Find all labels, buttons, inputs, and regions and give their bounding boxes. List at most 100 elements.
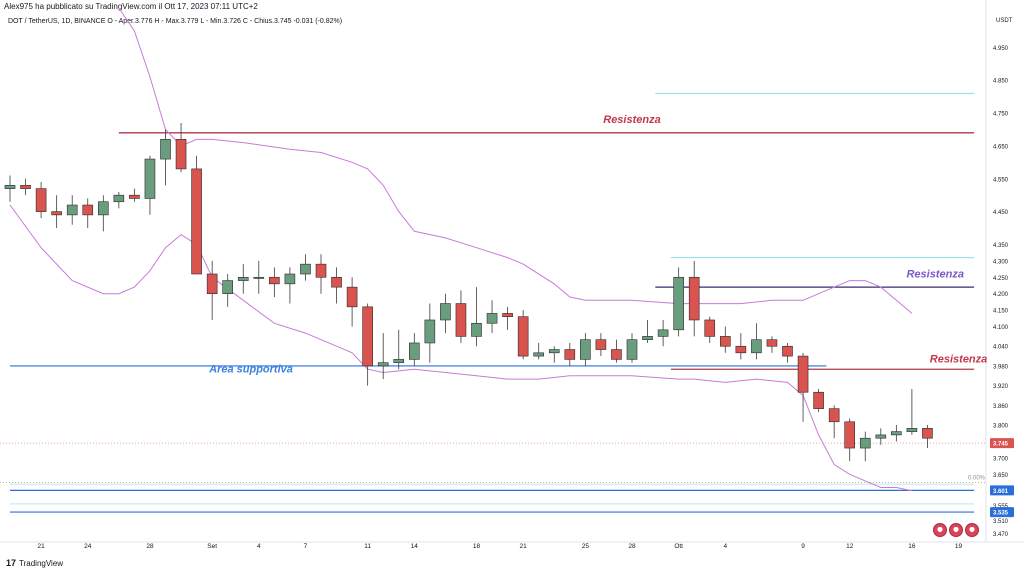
candle-up bbox=[66, 204, 78, 216]
candle-down bbox=[129, 194, 140, 199]
annotation-label: Resistenza bbox=[930, 354, 987, 366]
candle-up bbox=[626, 339, 638, 360]
price-tag bbox=[990, 485, 1014, 496]
candle-up bbox=[657, 329, 669, 337]
candle-up bbox=[377, 362, 389, 367]
y-tick-label: 4.040 bbox=[993, 345, 1009, 351]
candle-up bbox=[875, 434, 887, 439]
candle-down bbox=[362, 306, 373, 367]
candle-up bbox=[906, 428, 918, 432]
price-tag-label: 3.535 bbox=[993, 511, 1009, 517]
candle-down bbox=[688, 276, 700, 321]
candle-down bbox=[191, 168, 202, 275]
x-tick-label: 21 bbox=[37, 543, 45, 550]
candle-up bbox=[408, 342, 420, 360]
tradingview-logo-icon: 17 bbox=[6, 558, 17, 568]
price-tag-label: 3.745 bbox=[993, 442, 1009, 448]
tradingview-logo[interactable]: 17 TradingView bbox=[6, 558, 63, 568]
y-tick-label: 3.800 bbox=[993, 424, 1009, 430]
annotation-label: Resistenza bbox=[603, 114, 660, 126]
candle-up bbox=[673, 276, 684, 331]
candle-down bbox=[35, 188, 47, 212]
x-tick-label: 11 bbox=[364, 543, 371, 550]
candle-up bbox=[424, 319, 436, 344]
x-tick-label: 28 bbox=[146, 543, 154, 550]
brand-name: TradingView bbox=[19, 558, 64, 568]
candle-down bbox=[595, 339, 607, 350]
x-tick-label: 16 bbox=[908, 543, 916, 550]
candle-up bbox=[222, 280, 233, 295]
candle-down bbox=[564, 349, 576, 360]
x-tick-label: 25 bbox=[582, 543, 590, 550]
candle-up bbox=[300, 263, 311, 275]
candle-down bbox=[813, 391, 824, 409]
y-tick-label: 4.850 bbox=[993, 79, 1009, 85]
fib-zero-label: 0.00% bbox=[968, 476, 986, 482]
x-tick-label: 9 bbox=[801, 543, 805, 550]
y-tick-label: 3.920 bbox=[993, 384, 1009, 390]
candle-up bbox=[891, 431, 902, 436]
us-flag-icon[interactable] bbox=[965, 523, 979, 537]
candle-up bbox=[144, 158, 156, 199]
candle-down bbox=[844, 421, 856, 449]
y-tick-label: 3.510 bbox=[993, 519, 1009, 525]
price-tag-label: 3.601 bbox=[993, 489, 1009, 495]
candle-down bbox=[704, 319, 716, 337]
candle-up bbox=[160, 139, 171, 160]
candle-up bbox=[486, 313, 498, 324]
x-tick-label: 19 bbox=[955, 543, 963, 550]
price-chart[interactable]: 4.950 4.850 4.750 4.650 4.550 4.450 4.350 4.300… bbox=[0, 0, 1024, 555]
candle-down bbox=[331, 276, 342, 288]
candle-up bbox=[237, 276, 249, 281]
us-flag-icon[interactable] bbox=[933, 523, 947, 537]
candle-up bbox=[580, 339, 591, 360]
price-tag bbox=[990, 507, 1014, 518]
x-tick-label: 4 bbox=[723, 543, 727, 550]
x-tick-label: 12 bbox=[846, 543, 854, 550]
y-tick-label: 4.450 bbox=[993, 210, 1009, 216]
candle-up bbox=[533, 352, 545, 357]
y-tick-label: 4.300 bbox=[993, 259, 1009, 265]
y-tick-label: 3.860 bbox=[993, 404, 1009, 410]
x-tick-label: 21 bbox=[520, 543, 528, 550]
y-tick-label: 4.200 bbox=[993, 292, 1009, 298]
candle-up bbox=[98, 201, 109, 216]
x-tick-label: 14 bbox=[411, 543, 419, 550]
y-tick-label: 4.100 bbox=[993, 325, 1009, 331]
currency-label: USDT bbox=[996, 18, 1013, 24]
candle-down bbox=[828, 408, 840, 423]
x-tick-label: 24 bbox=[84, 543, 92, 550]
candle-up bbox=[113, 194, 125, 203]
y-tick-label: 3.980 bbox=[993, 364, 1009, 370]
candle-up bbox=[440, 303, 451, 321]
candle-down bbox=[82, 204, 94, 216]
y-tick-label: 4.650 bbox=[993, 144, 1009, 150]
candle-down bbox=[611, 349, 622, 360]
envelope-lower-line bbox=[9, 204, 913, 492]
candle-up bbox=[253, 276, 265, 279]
candle-down bbox=[206, 273, 218, 295]
x-tick-label: 4 bbox=[257, 543, 261, 550]
y-tick-label: 3.650 bbox=[993, 473, 1009, 479]
candle-down bbox=[719, 336, 731, 347]
candle-down bbox=[175, 139, 187, 170]
candle-down bbox=[766, 339, 778, 347]
y-tick-label: 4.950 bbox=[993, 46, 1009, 52]
y-tick-label: 4.250 bbox=[993, 276, 1009, 282]
candle-up bbox=[4, 185, 16, 189]
x-tick-label: 18 bbox=[473, 543, 481, 550]
y-tick-label: 4.350 bbox=[993, 243, 1009, 249]
y-tick-label: 3.470 bbox=[993, 532, 1009, 538]
candle-down bbox=[51, 211, 62, 216]
price-tag bbox=[990, 438, 1014, 449]
candle-up bbox=[393, 359, 405, 363]
candle-down bbox=[315, 263, 327, 278]
y-tick-label: 3.700 bbox=[993, 456, 1009, 462]
x-tick-label: 7 bbox=[304, 543, 308, 550]
annotation-label: Resistenza bbox=[906, 268, 963, 280]
y-tick-label: 3.555 bbox=[993, 504, 1009, 510]
candle-up bbox=[284, 273, 296, 285]
us-flag-icon[interactable] bbox=[949, 523, 963, 537]
y-tick-label: 4.550 bbox=[993, 177, 1009, 183]
candle-down bbox=[922, 428, 933, 439]
